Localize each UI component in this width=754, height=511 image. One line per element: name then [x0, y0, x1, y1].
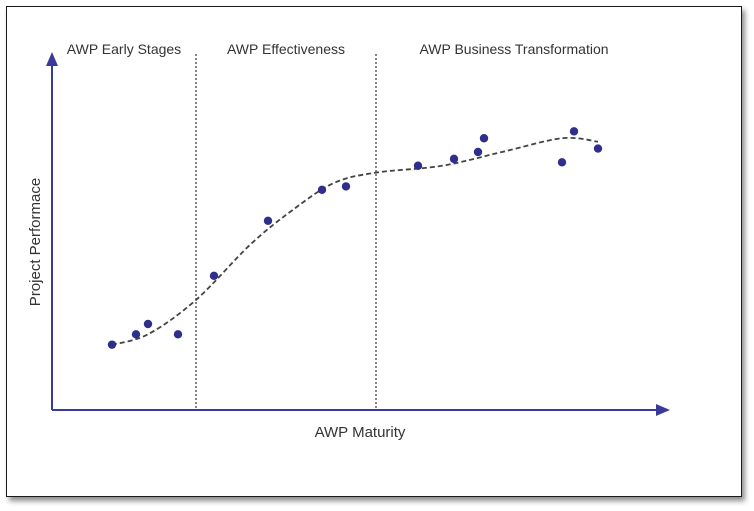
data-point [473, 147, 483, 157]
data-point [143, 319, 153, 329]
data-point [263, 216, 273, 225]
stage-label: AWP Early Stages [67, 41, 181, 57]
trend-line [111, 136, 599, 346]
data-point [449, 154, 459, 164]
data-point [107, 340, 117, 349]
data-point [173, 330, 183, 339]
stage-labels: AWP Early Stages AWP Effectiveness AWP Bus… [67, 41, 609, 57]
y-axis-label: Project Performace [27, 178, 44, 306]
data-point [341, 182, 351, 191]
chart-frame [6, 6, 742, 497]
data-point [593, 144, 603, 153]
stage-label: AWP Business Transformation [419, 41, 608, 57]
data-points [107, 127, 603, 349]
stage-label: AWP Effectiveness [227, 41, 345, 57]
data-point [569, 127, 579, 136]
y-axis-arrow [46, 52, 58, 66]
x-axis-arrow [656, 404, 670, 416]
x-axis-label: AWP Maturity [315, 424, 406, 441]
data-point [479, 134, 489, 143]
data-point [317, 185, 327, 195]
stage-dividers [195, 54, 377, 410]
data-point [557, 158, 567, 167]
data-point [413, 161, 423, 170]
data-point [209, 271, 219, 281]
data-point [131, 330, 141, 339]
